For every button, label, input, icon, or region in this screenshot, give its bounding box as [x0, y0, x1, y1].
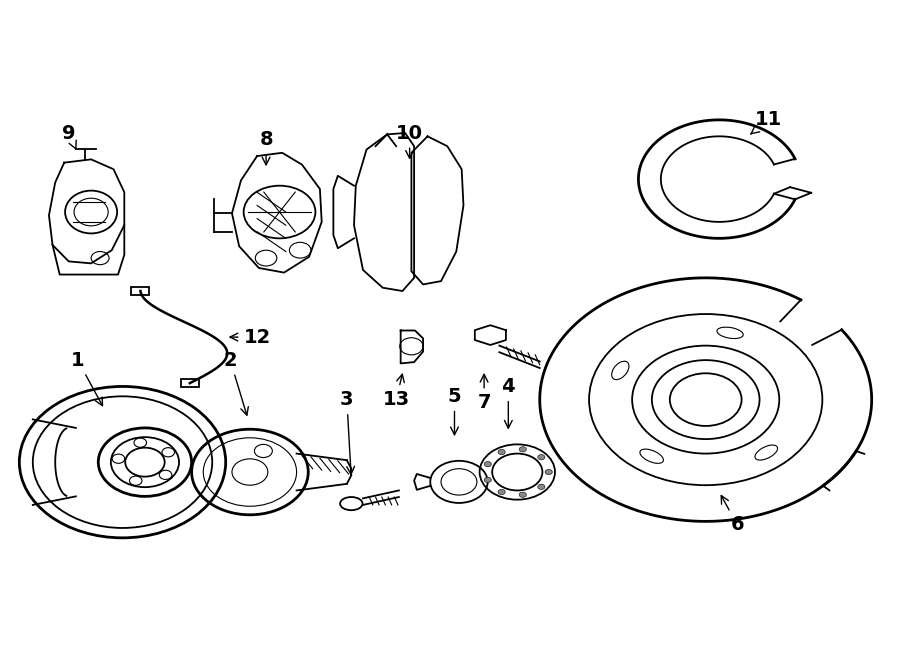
Circle shape — [498, 449, 505, 455]
Text: 10: 10 — [396, 124, 423, 159]
Text: 2: 2 — [223, 350, 248, 415]
Text: 3: 3 — [340, 390, 355, 475]
Text: 6: 6 — [721, 496, 744, 534]
Text: 5: 5 — [447, 387, 462, 435]
Circle shape — [498, 489, 505, 494]
Circle shape — [545, 469, 553, 475]
Circle shape — [519, 492, 526, 497]
Circle shape — [519, 447, 526, 452]
Text: 4: 4 — [501, 377, 515, 428]
Bar — [131, 287, 149, 295]
Circle shape — [484, 477, 491, 483]
Text: 8: 8 — [259, 130, 273, 165]
Text: 1: 1 — [71, 350, 103, 406]
Circle shape — [484, 461, 491, 467]
Text: 9: 9 — [62, 124, 77, 149]
Circle shape — [538, 455, 544, 460]
Text: 12: 12 — [230, 328, 271, 346]
Text: 11: 11 — [751, 110, 782, 134]
Bar — [181, 379, 199, 387]
Text: 13: 13 — [382, 374, 410, 409]
Circle shape — [538, 485, 544, 489]
Text: 7: 7 — [477, 374, 490, 412]
